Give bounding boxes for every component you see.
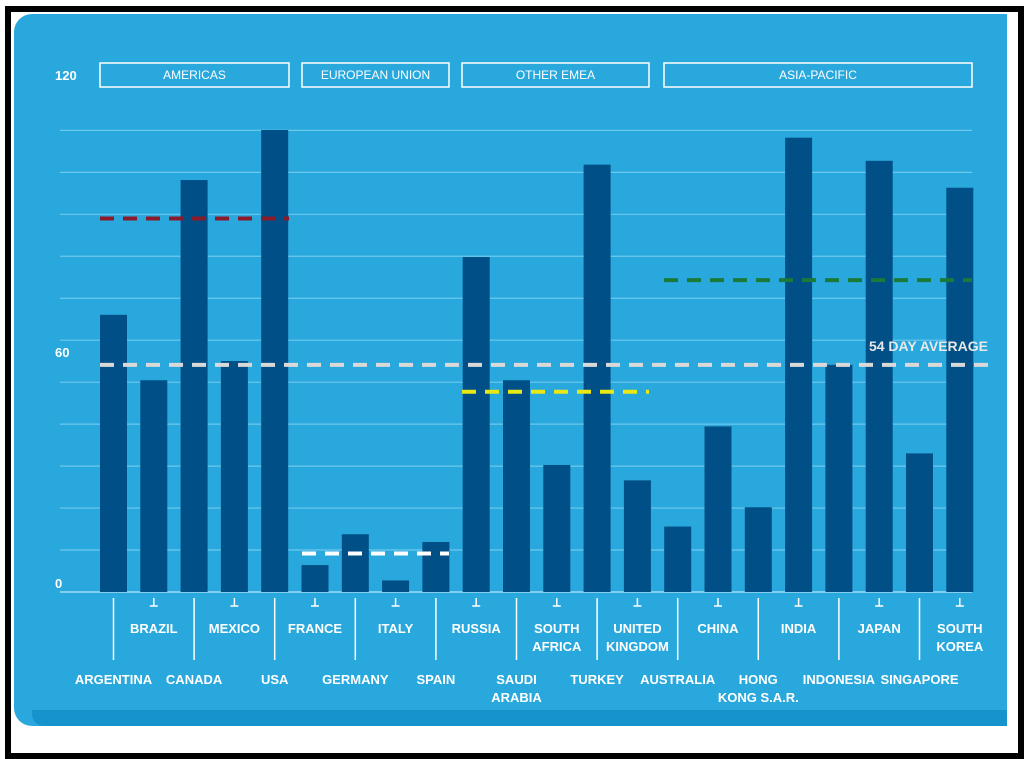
bar-6 (341, 534, 369, 592)
bar-18 (825, 364, 853, 592)
bar-15 (704, 426, 732, 592)
category-label-17-0: INDIA (781, 621, 817, 636)
category-label-19-0: JAPAN (858, 621, 901, 636)
category-label-5-0: FRANCE (288, 621, 342, 636)
bar-14 (664, 526, 692, 592)
region-header-label-0: AMERICAS (163, 68, 226, 82)
category-label-9-0: RUSSIA (452, 621, 502, 636)
category-label-2-0: CANADA (166, 672, 223, 687)
bar-9 (462, 257, 490, 592)
category-label-21-1: KOREA (936, 639, 984, 654)
bar-10 (503, 380, 530, 592)
bar-1 (140, 380, 168, 592)
category-label-12-0: TURKEY (570, 672, 624, 687)
bar-11 (543, 464, 571, 592)
category-label-6-0: GERMANY (322, 672, 389, 687)
bar-20 (906, 453, 933, 592)
bar-21 (946, 187, 974, 592)
category-label-18-0: INDONESIA (803, 672, 876, 687)
bar-0 (100, 314, 127, 592)
category-label-16-0: HONG (739, 672, 778, 687)
category-label-10-0: SAUDI (496, 672, 536, 687)
category-label-1-0: BRAZIL (130, 621, 178, 636)
category-label-4-0: USA (261, 672, 289, 687)
category-label-7-0: ITALY (378, 621, 414, 636)
y-tick-label-0: 0 (55, 576, 62, 591)
y-tick-label-120: 120 (55, 68, 77, 83)
category-label-20-0: SINGAPORE (880, 672, 958, 687)
bar-4 (261, 130, 289, 592)
category-label-11-1: AFRICA (532, 639, 582, 654)
category-label-15-0: CHINA (697, 621, 739, 636)
bar-7 (382, 580, 410, 592)
category-label-3-0: MEXICO (209, 621, 260, 636)
average-line-label: 54 DAY AVERAGE (869, 338, 988, 354)
bar-5 (301, 565, 329, 592)
bar-12 (583, 164, 611, 592)
bar-19 (865, 160, 893, 593)
region-header-box-2 (461, 62, 650, 88)
panel-footer (32, 710, 1007, 726)
bar-8 (422, 541, 450, 592)
region-header-box-1 (301, 62, 450, 88)
category-label-13-0: UNITED (613, 621, 661, 636)
category-label-0-0: ARGENTINA (75, 672, 153, 687)
bar-13 (623, 480, 651, 592)
y-tick-label-60: 60 (55, 345, 69, 360)
category-label-11-0: SOUTH (534, 621, 580, 636)
bar-3 (220, 361, 248, 592)
region-header-box-3 (663, 62, 973, 88)
region-header-box-0 (99, 62, 290, 88)
category-label-14-0: AUSTRALIA (640, 672, 716, 687)
category-label-16-1: KONG S.A.R. (718, 690, 799, 705)
category-label-13-1: KINGDOM (606, 639, 669, 654)
region-header-label-1: EUROPEAN UNION (321, 68, 430, 82)
category-label-21-0: SOUTH (937, 621, 983, 636)
category-label-8-0: SPAIN (417, 672, 456, 687)
bar-2 (180, 180, 208, 593)
region-header-label-3: ASIA-PACIFIC (779, 68, 857, 82)
region-header-label-2: OTHER EMEA (516, 68, 595, 82)
category-label-10-1: ARABIA (491, 690, 542, 705)
bar-16 (744, 507, 772, 592)
